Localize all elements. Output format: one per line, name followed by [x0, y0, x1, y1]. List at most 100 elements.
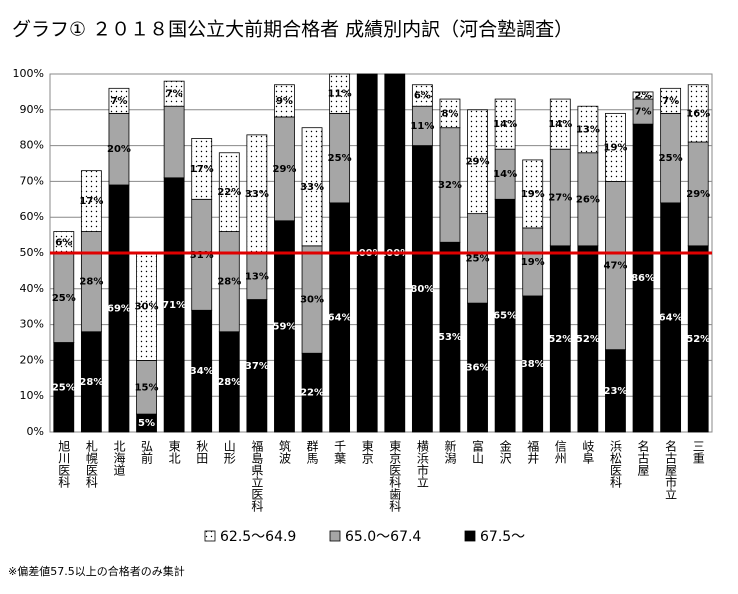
value-label: 69%: [107, 303, 131, 314]
legend-label: 65.0〜67.4: [345, 529, 421, 545]
x-tick-label: 信州: [553, 440, 567, 464]
bar-segment: [632, 91, 654, 100]
bar-segment: [494, 98, 516, 150]
y-tick-label: 40%: [20, 282, 44, 295]
value-label: 71%: [162, 300, 186, 311]
value-label: 34%: [190, 366, 214, 377]
y-tick-label: 50%: [20, 246, 44, 259]
value-label: 27%: [548, 193, 572, 204]
value-label: 52%: [686, 334, 710, 345]
value-label: 65%: [493, 311, 517, 322]
x-tick-label: 岐阜: [581, 440, 595, 464]
x-tick-label: 東京: [360, 440, 374, 465]
value-label: 28%: [79, 377, 103, 388]
value-label: 29%: [272, 164, 296, 175]
value-label: 14%: [493, 169, 517, 180]
bar-segment: [191, 138, 213, 200]
value-label: 29%: [466, 157, 490, 168]
x-tick-label: 千葉: [333, 440, 347, 464]
legend-swatch: [204, 530, 216, 542]
value-label: 33%: [300, 182, 324, 193]
x-tick-label: 名古屋: [636, 439, 650, 477]
x-tick-label: 新潟: [443, 439, 457, 464]
value-label: 11%: [328, 89, 352, 100]
value-label: 32%: [438, 180, 462, 191]
x-tick-label: 横浜市立: [415, 440, 429, 488]
value-label: 59%: [272, 321, 296, 332]
value-label: 30%: [300, 295, 324, 306]
y-tick-label: 70%: [20, 174, 44, 187]
bar-segment: [329, 73, 351, 114]
value-label: 29%: [686, 189, 710, 200]
value-label: 19%: [521, 257, 545, 268]
value-label: 31%: [190, 250, 214, 261]
bar-segment: [411, 84, 433, 107]
value-label: 14%: [548, 119, 572, 130]
legend-label: 67.5〜: [480, 529, 525, 545]
value-label: 5%: [138, 418, 155, 429]
value-label: 16%: [686, 108, 710, 119]
bar-segment: [301, 127, 323, 247]
x-tick-label: 群馬: [305, 440, 319, 465]
x-tick-label: 東京医科歯科: [388, 440, 402, 512]
legend-swatch: [329, 530, 341, 542]
x-tick-label: 筑波: [277, 439, 291, 465]
value-label: 28%: [217, 377, 241, 388]
bar-segment: [108, 87, 130, 114]
value-label: 14%: [493, 119, 517, 130]
bar-segment: [163, 105, 185, 179]
x-tick-label: 福井: [526, 439, 540, 465]
bar-segment: [522, 159, 544, 229]
value-label: 7%: [110, 96, 127, 107]
value-label: 13%: [245, 271, 269, 282]
y-tick-label: 10%: [20, 389, 44, 402]
value-label: 80%: [410, 284, 434, 295]
bar-segment: [687, 84, 709, 143]
x-tick-label: 福島県立医科: [250, 439, 264, 512]
x-tick-label: 名古屋市立: [664, 439, 678, 500]
bar-segment: [467, 109, 488, 215]
value-label: 25%: [466, 253, 490, 264]
value-label: 28%: [217, 277, 241, 288]
value-label: 25%: [659, 153, 683, 164]
y-tick-label: 60%: [20, 210, 44, 223]
value-label: 19%: [521, 189, 545, 200]
value-label: 53%: [438, 332, 462, 343]
value-label: 13%: [576, 124, 600, 135]
value-label: 22%: [217, 187, 241, 198]
bar-segment: [660, 87, 682, 114]
value-label: 30%: [135, 302, 159, 313]
chart-title: グラフ① ２０１８国公立大前期合格者 成績別内訳（河合塾調査）: [12, 19, 573, 41]
value-label: 47%: [603, 261, 627, 272]
x-tick-label: 三重: [691, 440, 705, 464]
y-tick-label: 100%: [13, 67, 44, 80]
value-label: 86%: [631, 273, 655, 284]
value-label: 25%: [52, 293, 76, 304]
value-label: 37%: [245, 361, 269, 372]
value-label: 7%: [662, 96, 679, 107]
x-tick-label: 札幌医科: [84, 440, 98, 488]
value-label: 52%: [576, 334, 600, 345]
value-label: 6%: [414, 90, 431, 101]
value-label: 17%: [79, 196, 103, 207]
value-label: 33%: [245, 189, 269, 200]
y-tick-label: 20%: [20, 353, 44, 366]
bar-segment: [274, 84, 295, 118]
bar-segment: [163, 80, 185, 107]
footnote: ※偏差値57.5以上の合格者のみ集計: [8, 564, 185, 578]
value-label: 17%: [190, 164, 214, 175]
value-label: 52%: [548, 334, 572, 345]
value-label: 25%: [328, 153, 352, 164]
value-label: 28%: [79, 277, 103, 288]
bar-segment: [218, 152, 240, 232]
value-label: 9%: [276, 96, 293, 107]
bar-segment: [439, 98, 461, 129]
value-label: 19%: [603, 142, 627, 153]
value-label: 6%: [55, 237, 72, 248]
x-tick-label: 秋田: [195, 440, 209, 464]
value-label: 64%: [659, 312, 683, 323]
value-label: 38%: [521, 359, 545, 370]
value-label: 25%: [52, 382, 76, 393]
